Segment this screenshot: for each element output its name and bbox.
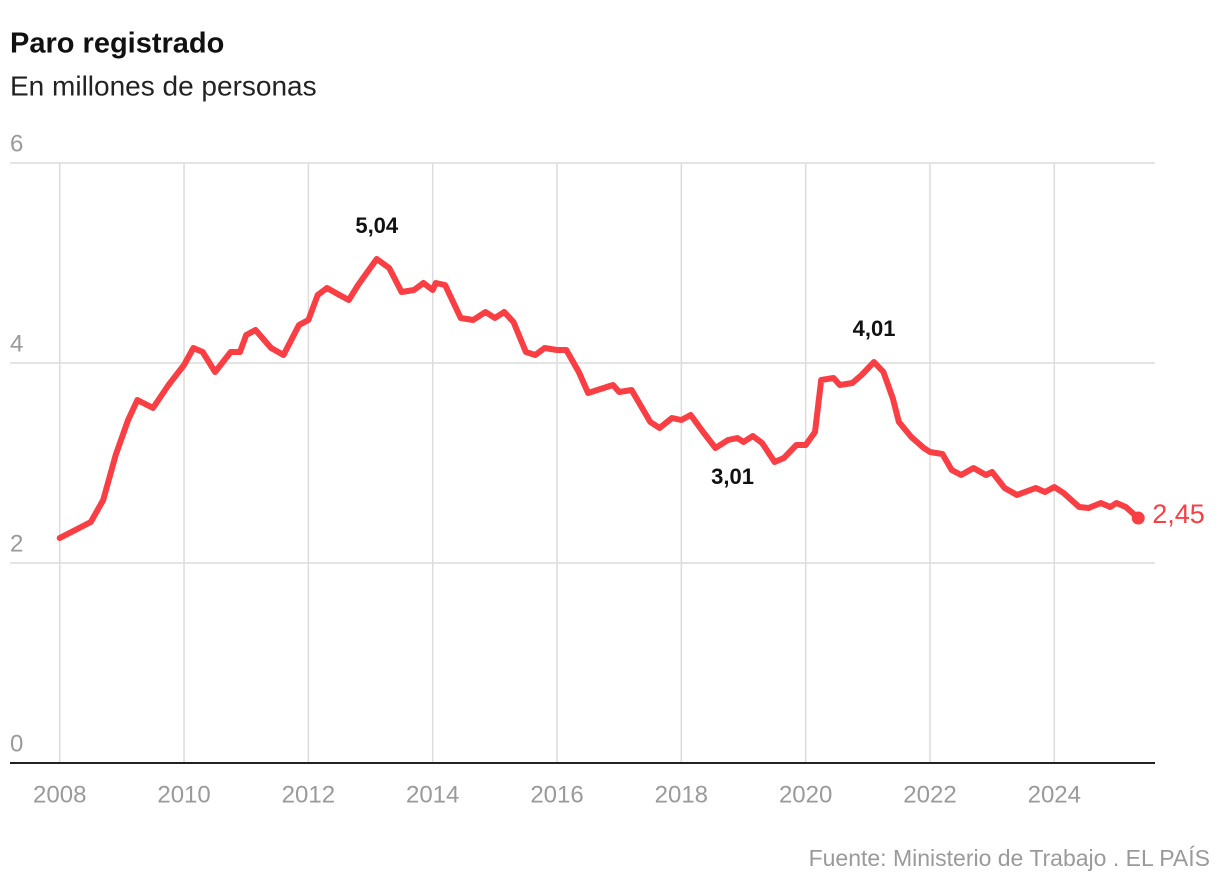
x-tick-label: 2014 (406, 781, 459, 808)
x-tick-label: 2024 (1028, 781, 1081, 808)
x-tick-label: 2016 (530, 781, 583, 808)
source: Fuente: Ministerio de Trabajo . EL PAÍS (809, 845, 1210, 871)
annotation: 5,04 (355, 213, 399, 238)
chart-subtitle: En millones de personas (10, 70, 317, 101)
x-tick-label: 2022 (903, 781, 956, 808)
annotation: 2,45 (1152, 499, 1205, 529)
data-line (56, 256, 1142, 541)
y-tick-label: 6 (10, 130, 23, 157)
annotation: 3,01 (711, 464, 754, 489)
end-point (1131, 511, 1145, 525)
x-tick-label: 2012 (282, 781, 335, 808)
chart-title: Paro registrado (10, 28, 224, 60)
y-tick-label: 4 (10, 330, 23, 357)
x-tick-label: 2018 (655, 781, 708, 808)
x-tick-label: 2010 (157, 781, 210, 808)
y-tick-label: 2 (10, 530, 23, 557)
x-tick-label: 2008 (33, 781, 86, 808)
annotation: 4,01 (853, 316, 896, 341)
x-tick-label: 2020 (779, 781, 832, 808)
y-tick-label: 0 (10, 730, 23, 757)
